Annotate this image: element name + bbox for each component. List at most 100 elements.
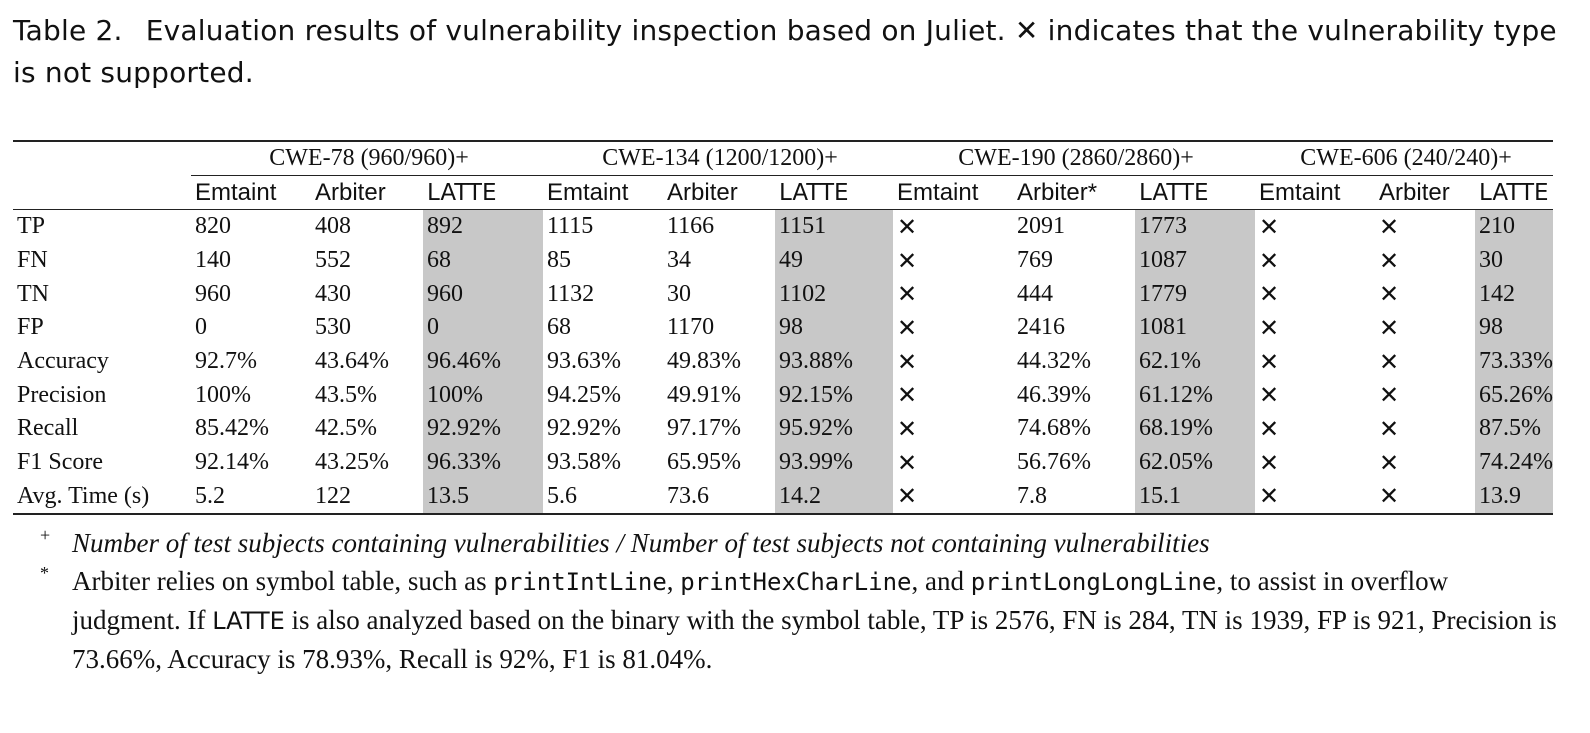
- table-cell: 43.25%: [315, 449, 389, 476]
- table-cell: 210: [1475, 209, 1554, 244]
- table-cell: 1773: [1135, 209, 1256, 244]
- table-cell: 93.63%: [547, 348, 622, 375]
- table-cell: 96.46%: [423, 344, 544, 379]
- table-body: TP 820 408 892 1115 1166 1151 ✕ 2091 1773 ✕ ✕ 210 FN 1…: [13, 209, 1554, 516]
- table-cell: 2416: [1017, 314, 1066, 341]
- table-cell: 92.92%: [423, 412, 544, 446]
- table-cell: 408: [315, 213, 351, 240]
- table-cell: 444: [1017, 280, 1054, 307]
- unsupported-cross-icon: ✕: [1379, 347, 1400, 376]
- table-cell: 14.2: [775, 479, 894, 516]
- caption-text-start: Evaluation results of vulnerability insp…: [145, 14, 1006, 47]
- unsupported-cross-icon: ✕: [1379, 280, 1400, 309]
- table-footnotes: + Number of test subjects containing vul…: [40, 524, 1560, 678]
- table-cell: 100%: [423, 378, 544, 413]
- unsupported-cross-icon: ✕: [1379, 212, 1400, 241]
- table-cell: 49.91%: [667, 381, 742, 408]
- metric-label: TP: [17, 213, 46, 240]
- unsupported-cross-icon: ✕: [1375, 479, 1476, 516]
- function-name: printIntLine: [493, 568, 667, 596]
- table-cell: 94.25%: [547, 381, 622, 408]
- group-header-cwe606: CWE-606 (240/240)+: [1255, 140, 1554, 176]
- unsupported-cross-icon: ✕: [1259, 212, 1280, 241]
- unsupported-cross-icon: ✕: [897, 212, 918, 241]
- table-cell: 122: [311, 479, 423, 516]
- unsupported-cross-icon: ✕: [1255, 479, 1376, 516]
- footnote-star: * Arbiter relies on symbol table, such a…: [40, 562, 1560, 678]
- table-cell: 68: [547, 314, 572, 341]
- table-cell: 92.14%: [195, 449, 269, 476]
- table-cell: 56.76%: [1017, 449, 1092, 476]
- footnote-text: Arbiter relies on symbol table, such as: [72, 566, 494, 596]
- unsupported-cross-icon: ✕: [1379, 313, 1400, 342]
- table-cell: 93.58%: [547, 449, 622, 476]
- table-cell: 0: [423, 311, 544, 345]
- table-caption: Table 2. Evaluation results of vulnerabi…: [13, 10, 1573, 94]
- table-cell: 65.26%: [1475, 378, 1554, 413]
- table-row: TP 820 408 892 1115 1166 1151 ✕ 2091 1773 ✕ ✕ 210: [13, 209, 1554, 244]
- table-cell: 49: [775, 243, 894, 278]
- corner-cell: [13, 175, 191, 210]
- table-cell: 85.42%: [195, 415, 269, 442]
- table-cell: 98: [1475, 311, 1554, 345]
- tool-header: LATTE: [1135, 175, 1256, 210]
- unsupported-cross-icon: ✕: [1259, 414, 1280, 443]
- footnote-plus: + Number of test subjects containing vul…: [40, 524, 1560, 562]
- metric-label: TN: [17, 280, 49, 307]
- metric-label: Accuracy: [17, 348, 109, 375]
- table-cell: 960: [195, 280, 231, 307]
- table-cell: 62.05%: [1135, 445, 1256, 480]
- results-table: CWE-78 (960/960)+ CWE-134 (1200/1200)+ C…: [13, 140, 1554, 516]
- tool-header: Arbiter: [663, 175, 776, 210]
- metric-label: Avg. Time (s): [13, 479, 191, 516]
- table-cell: 93.88%: [775, 344, 894, 379]
- table-cell: 95.92%: [775, 412, 894, 446]
- footnote-marker: +: [40, 525, 51, 545]
- table-cell: 34: [667, 247, 692, 274]
- footnote-text: Number of test subjects containing vulne…: [72, 528, 1210, 558]
- caption-label: Table 2.: [13, 14, 123, 47]
- table-cell: 30: [1475, 243, 1554, 278]
- table-cell: 44.32%: [1017, 348, 1092, 375]
- table-row: Avg. Time (s) 5.2 122 13.5 5.6 73.6 14.2 ✕ 7.8 15…: [13, 479, 1554, 516]
- unsupported-cross-icon: ✕: [1379, 448, 1400, 477]
- unsupported-cross-icon: ✕: [897, 347, 918, 376]
- table-cell: 0: [195, 314, 207, 341]
- table-cell: 1102: [775, 277, 894, 312]
- table-cell: 74.24%: [1475, 445, 1554, 480]
- tool-header-row: Emtaint Arbiter LATTE Emtaint Arbiter LA…: [13, 175, 1554, 210]
- table-cell: 62.1%: [1135, 344, 1256, 379]
- metric-label: F1 Score: [17, 449, 103, 476]
- table-cell: 1151: [775, 209, 894, 244]
- table-row: TN 960 430 960 1132 30 1102 ✕ 444 1779 ✕ ✕ 142: [13, 277, 1554, 312]
- table-cell: 87.5%: [1475, 412, 1554, 446]
- table-cell: 96.33%: [423, 445, 544, 480]
- table-cell: 68: [423, 243, 544, 278]
- unsupported-cross-icon: ✕: [1379, 381, 1400, 410]
- table-row: F1 Score 92.14% 43.25% 96.33% 93.58% 65.95% 93…: [13, 445, 1554, 480]
- group-header-row: CWE-78 (960/960)+ CWE-134 (1200/1200)+ C…: [13, 140, 1554, 176]
- table-cell: 74.68%: [1017, 415, 1092, 442]
- table-cell: 100%: [195, 381, 251, 408]
- unsupported-cross-icon: ✕: [893, 479, 1014, 516]
- tool-header: LATTE: [423, 175, 544, 210]
- table-row: Recall 85.42% 42.5% 92.92% 92.92% 97.17% 95.92…: [13, 412, 1554, 446]
- table-cell: 61.12%: [1135, 378, 1256, 413]
- unsupported-cross-icon: ✕: [1379, 414, 1400, 443]
- tool-header: Emtaint: [893, 175, 1014, 210]
- table-cell: 142: [1475, 277, 1554, 312]
- table-cell: 960: [423, 277, 544, 312]
- table-row: Precision 100% 43.5% 100% 94.25% 49.91% 92.15%…: [13, 378, 1554, 413]
- tool-header: Arbiter*: [1013, 175, 1136, 210]
- table-cell: 530: [315, 314, 351, 341]
- unsupported-cross-icon: ✕: [1259, 280, 1280, 309]
- metric-label: FN: [17, 247, 48, 274]
- corner-cell: [13, 140, 191, 176]
- table-cell: 85: [547, 247, 572, 274]
- unsupported-cross-icon: ✕: [897, 313, 918, 342]
- table-cell: 552: [315, 247, 351, 274]
- table-cell: 769: [1017, 247, 1054, 274]
- table-cell: 1132: [547, 280, 595, 307]
- table-cell: 140: [195, 247, 231, 274]
- footnote-text: is also analyzed based on the binary wit…: [72, 605, 1557, 674]
